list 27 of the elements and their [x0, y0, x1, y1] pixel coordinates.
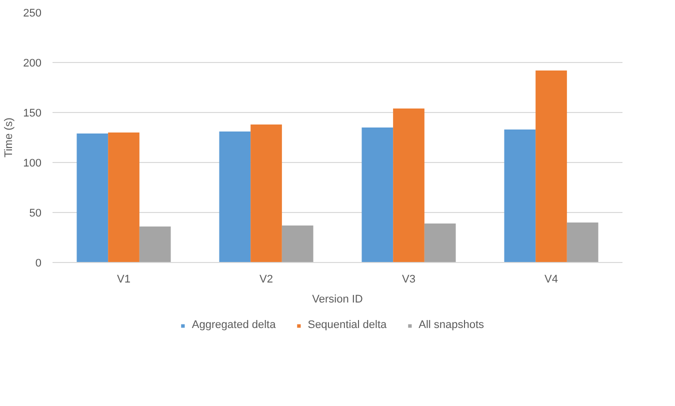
bar [504, 130, 536, 262]
bar [139, 226, 171, 262]
y-tick-label: 50 [29, 208, 42, 220]
y-axis-title: Time (s) [3, 118, 16, 158]
x-tick-label: V2 [260, 274, 273, 286]
y-tick-label: 0 [35, 258, 42, 270]
y-tick-label: 250 [23, 8, 42, 20]
y-tick-label: 100 [23, 158, 42, 170]
bar [424, 224, 456, 262]
legend-label: All snapshots [418, 319, 484, 331]
bar [282, 226, 314, 262]
bar [393, 108, 424, 262]
legend-label: Sequential delta [308, 319, 387, 331]
y-tick-label: 150 [23, 108, 42, 120]
x-tick-label: V4 [544, 274, 558, 286]
bar [566, 222, 598, 262]
x-tick-label: V1 [117, 274, 130, 286]
bar [362, 128, 394, 262]
bar [536, 70, 567, 262]
x-axis-title: Version ID [312, 294, 363, 306]
legend-label: Aggregated delta [192, 319, 276, 331]
x-tick-label: V3 [402, 274, 416, 286]
bar [219, 132, 251, 262]
y-tick-label: 200 [23, 58, 42, 70]
bar [250, 124, 282, 262]
bar [76, 134, 108, 262]
bar [108, 132, 140, 262]
